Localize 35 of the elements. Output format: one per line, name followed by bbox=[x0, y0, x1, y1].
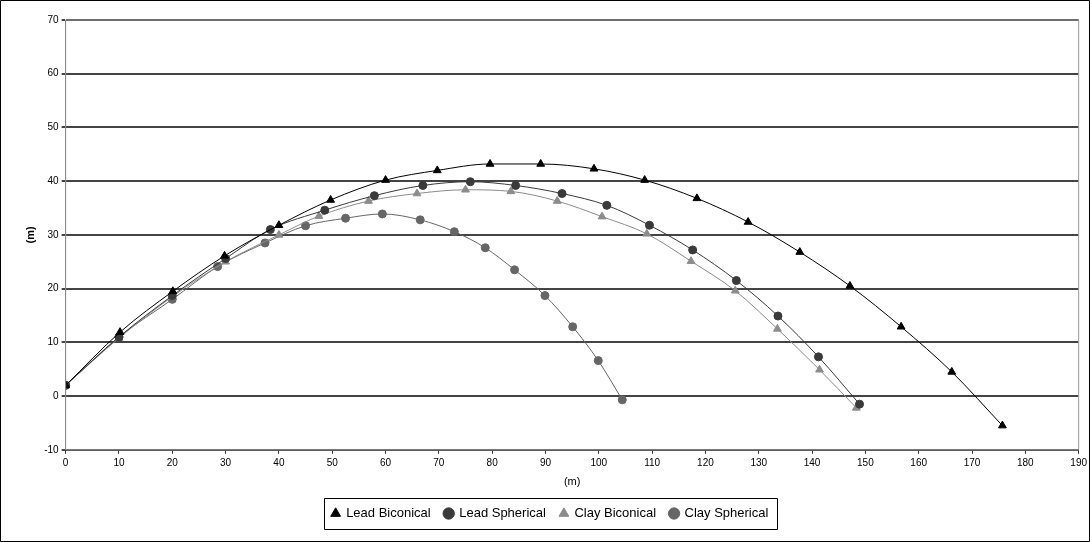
x-tick-label: 20 bbox=[166, 456, 179, 468]
x-tick-label: 60 bbox=[379, 456, 392, 468]
y-tick-label: 30 bbox=[47, 228, 60, 240]
y-tick-label: 20 bbox=[47, 282, 60, 294]
x-tick-label: 70 bbox=[433, 456, 445, 468]
x-tick-label: 130 bbox=[750, 456, 768, 468]
x-tick-label: 80 bbox=[486, 456, 499, 468]
x-tick-label: 10 bbox=[113, 456, 125, 468]
x-tick-label: 0 bbox=[62, 456, 69, 468]
x-tick-label: 150 bbox=[857, 456, 875, 468]
legend-label: Lead Spherical bbox=[459, 505, 547, 521]
y-tick-label: 70 bbox=[47, 13, 60, 25]
x-tick-label: 40 bbox=[273, 456, 285, 468]
y-axis-title: (m) bbox=[23, 226, 36, 244]
legend-label: Clay Biconical bbox=[574, 505, 657, 521]
x-tick-label: 100 bbox=[590, 456, 608, 468]
x-tick-label: 140 bbox=[803, 456, 821, 468]
y-tick-label: 0 bbox=[53, 389, 60, 401]
y-tick-label: 60 bbox=[47, 67, 60, 79]
x-axis-title: (m) bbox=[563, 475, 581, 488]
x-tick-label: 30 bbox=[220, 456, 232, 468]
x-tick-label: 120 bbox=[697, 456, 715, 468]
legend-label: Lead Biconical bbox=[346, 505, 431, 521]
legend-label: Clay Spherical bbox=[684, 505, 769, 521]
y-tick-label: 50 bbox=[47, 121, 60, 133]
x-tick-label: 50 bbox=[326, 456, 339, 468]
x-tick-label: 160 bbox=[910, 456, 928, 468]
x-tick-label: 90 bbox=[539, 456, 552, 468]
x-tick-label: 190 bbox=[1070, 456, 1088, 468]
y-tick-label: 40 bbox=[47, 174, 60, 186]
y-tick-label: 10 bbox=[47, 336, 60, 348]
y-tick-label: -10 bbox=[44, 443, 60, 455]
x-tick-label: 180 bbox=[1017, 456, 1035, 468]
x-tick-label: 110 bbox=[644, 456, 661, 468]
x-tick-label: 170 bbox=[963, 456, 981, 468]
